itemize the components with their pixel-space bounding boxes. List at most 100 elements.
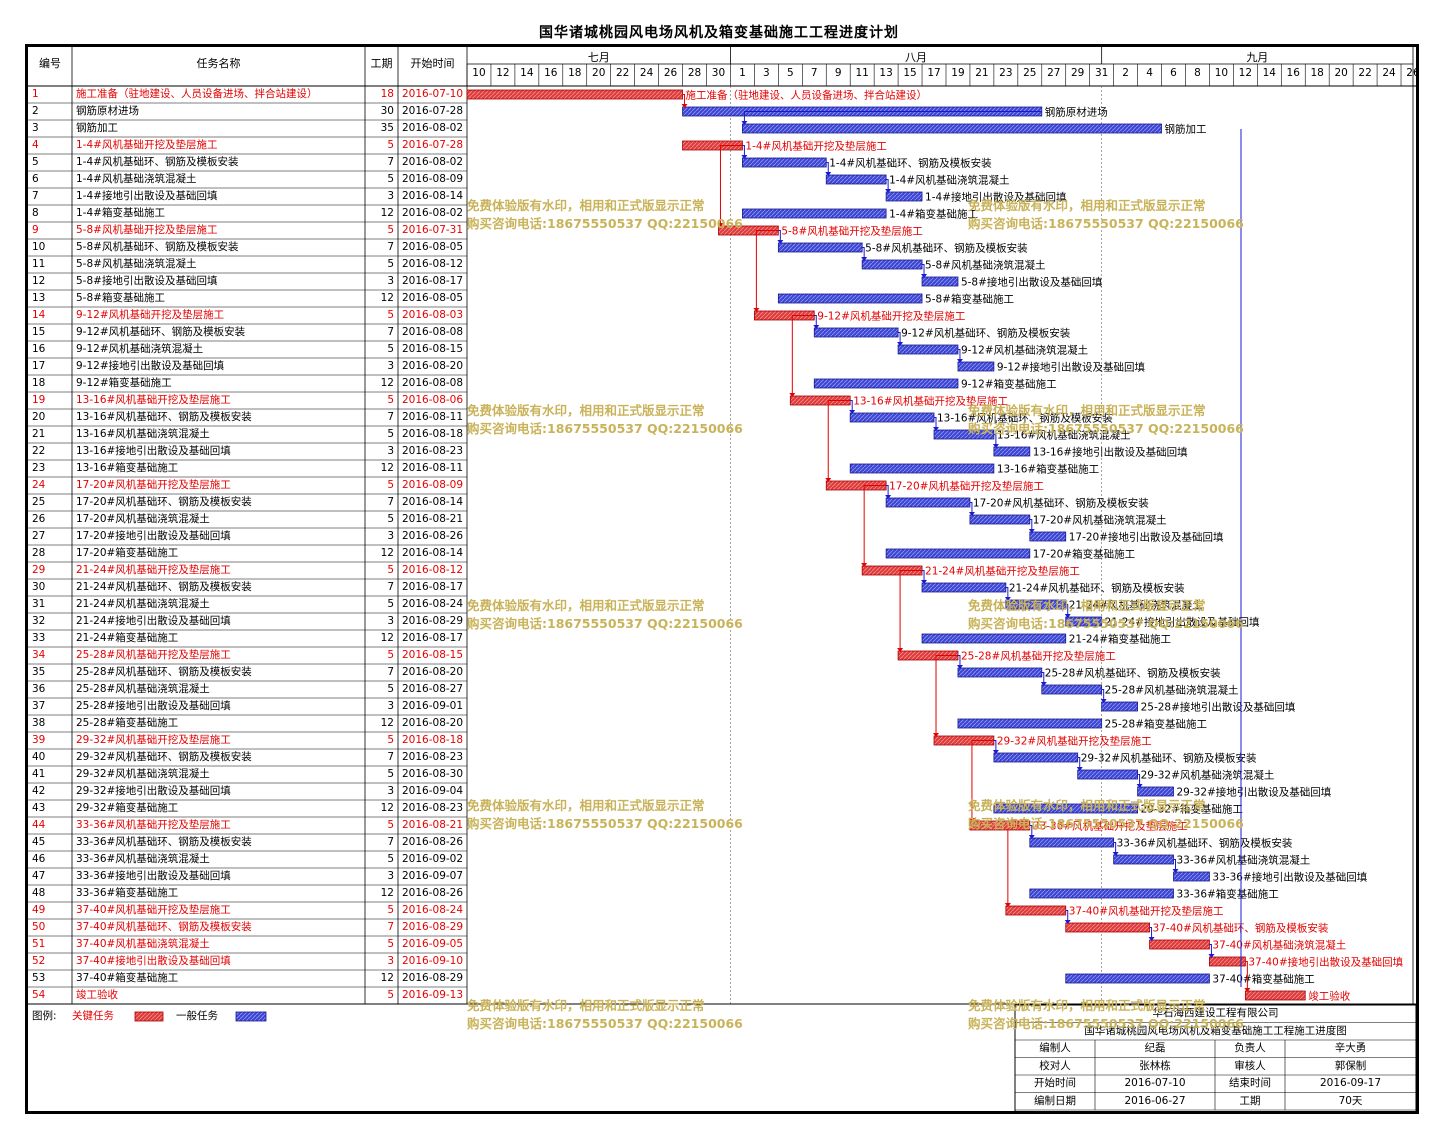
row-id: 23: [32, 462, 46, 474]
dependency-link: [1245, 961, 1248, 991]
link-arrow: [1208, 954, 1215, 958]
row-start-date: 2016-08-08: [402, 377, 464, 389]
gantt-bar: [849, 412, 935, 423]
row-task-name: 33-36#风机基础浇筑混凝土: [76, 853, 210, 865]
link-arrow: [956, 665, 963, 669]
legend-normal-swatch: [235, 1011, 267, 1022]
gantt-bar-label: 17-20#风机基础环、钢筋及模板安装: [973, 497, 1149, 510]
row-task-name: 21-24#风机基础开挖及垫层施工: [76, 564, 231, 576]
footer-cell: 辛大勇: [1334, 1042, 1367, 1054]
dependency-link: [969, 502, 973, 515]
gantt-bar-label: 竣工验收: [1308, 990, 1350, 1003]
row-duration: 5: [387, 683, 394, 695]
dependency-link: [886, 485, 889, 498]
row-id: 37: [32, 700, 46, 712]
row-duration: 7: [387, 411, 394, 423]
gantt-bar: [957, 667, 1043, 678]
row-task-name: 29-32#接地引出散设及基础回填: [76, 785, 231, 797]
link-arrow: [1148, 937, 1155, 941]
header-id: 编号: [39, 57, 61, 70]
row-task-name: 25-28#箱变基础施工: [76, 717, 179, 729]
row-id: 35: [32, 666, 46, 678]
gantt-bar: [825, 174, 887, 185]
row-task-name: 17-20#接地引出散设及基础回填: [76, 530, 231, 542]
gantt-frame: 施工准备（驻地建设、人员设备进场、拌合站建设） 钢筋原材进场 钢筋加工 1-4#风机基…: [25, 44, 1420, 1114]
row-id: 42: [32, 785, 46, 797]
link-arrow: [861, 563, 868, 567]
dependency-link: [1173, 859, 1177, 872]
row-task-name: 33-36#风机基础开挖及垫层施工: [76, 819, 231, 831]
row-start-date: 2016-08-24: [402, 904, 464, 916]
gantt-bar-label: 33-36#箱变基础施工: [1177, 888, 1279, 901]
header-name: 任务名称: [196, 57, 241, 70]
row-task-name: 17-20#风机基础开挖及垫层施工: [76, 479, 231, 491]
day-tick-label: 30: [711, 67, 726, 79]
row-task-name: 施工准备（驻地建设、人员设备进场、拌合站建设）: [76, 88, 318, 100]
row-id: 28: [32, 547, 46, 559]
row-duration: 7: [387, 581, 394, 593]
footer-cell: 2016-06-27: [1124, 1094, 1186, 1107]
gantt-bar-label: 33-36#接地引出散设及基础回填: [1212, 871, 1367, 884]
dependency-link: [1113, 842, 1117, 855]
row-duration: 18: [380, 88, 394, 100]
day-tick-label: 20: [1334, 67, 1348, 79]
dependency-link: [863, 485, 887, 566]
row-task-name: 5-8#箱变基础施工: [76, 292, 165, 304]
row-id: 19: [32, 394, 46, 406]
day-tick-label: 11: [855, 67, 869, 79]
row-id: 34: [32, 649, 46, 661]
row-duration: 5: [387, 224, 394, 236]
row-start-date: 2016-08-18: [402, 428, 464, 440]
row-start-date: 2016-08-03: [402, 309, 464, 321]
gantt-bar: [813, 327, 899, 338]
footer-cell: 开始时间: [1034, 1077, 1076, 1089]
gantt-bar: [1029, 531, 1067, 542]
row-id: 22: [32, 445, 46, 457]
day-tick-label: 26: [1406, 67, 1420, 79]
row-id: 45: [32, 836, 46, 848]
row-duration: 3: [387, 360, 394, 372]
gantt-bar-label: 9-12#风机基础浇筑混凝土: [961, 344, 1088, 357]
row-id: 25: [32, 496, 46, 508]
gantt-bar: [849, 463, 995, 474]
row-start-date: 2016-08-17: [402, 275, 464, 287]
link-arrow: [956, 359, 963, 363]
gantt-bar-label: 施工准备（驻地建设、人员设备进场、拌合站建设）: [686, 89, 928, 102]
footer-cell: 70天: [1338, 1094, 1363, 1107]
gantt-bar: [1041, 684, 1103, 695]
row-id: 36: [32, 683, 46, 695]
row-duration: 5: [387, 734, 394, 746]
row-start-date: 2016-08-14: [402, 547, 464, 559]
gantt-bar-label: 9-12#风机基础环、钢筋及模板安装: [901, 327, 1071, 340]
row-duration: 7: [387, 836, 394, 848]
row-duration: 5: [387, 173, 394, 185]
row-start-date: 2016-08-02: [402, 122, 464, 134]
footer-drawing-title: 国华诸城桃园风电场风机及箱变基础施工工程施工进度图: [1084, 1024, 1347, 1037]
row-task-name: 1-4#接地引出散设及基础回填: [76, 190, 218, 202]
link-arrow: [921, 274, 928, 278]
footer-cell: 编制日期: [1034, 1094, 1076, 1107]
day-tick-label: 17: [927, 67, 941, 79]
legend-normal-label: 一般任务: [176, 1010, 218, 1022]
row-duration: 3: [387, 785, 394, 797]
row-id: 53: [32, 972, 46, 984]
row-task-name: 竣工验收: [76, 989, 118, 1001]
row-start-date: 2016-08-29: [402, 972, 464, 984]
row-start-date: 2016-08-11: [402, 462, 464, 474]
row-duration: 12: [380, 462, 394, 474]
row-id: 31: [32, 598, 46, 610]
row-start-date: 2016-08-27: [402, 683, 464, 695]
row-duration: 3: [387, 190, 394, 202]
row-start-date: 2016-09-05: [402, 938, 464, 950]
row-duration: 5: [387, 564, 394, 576]
month-label: 九月: [1246, 51, 1269, 64]
row-id: 6: [32, 173, 39, 185]
row-duration: 3: [387, 530, 394, 542]
footer-cell: 负责人: [1234, 1042, 1266, 1054]
day-tick-label: 12: [1238, 67, 1253, 79]
row-start-date: 2016-08-17: [402, 632, 464, 644]
row-duration: 7: [387, 921, 394, 933]
row-duration: 12: [380, 292, 394, 304]
row-start-date: 2016-08-26: [402, 836, 464, 848]
dependency-link: [922, 264, 925, 277]
